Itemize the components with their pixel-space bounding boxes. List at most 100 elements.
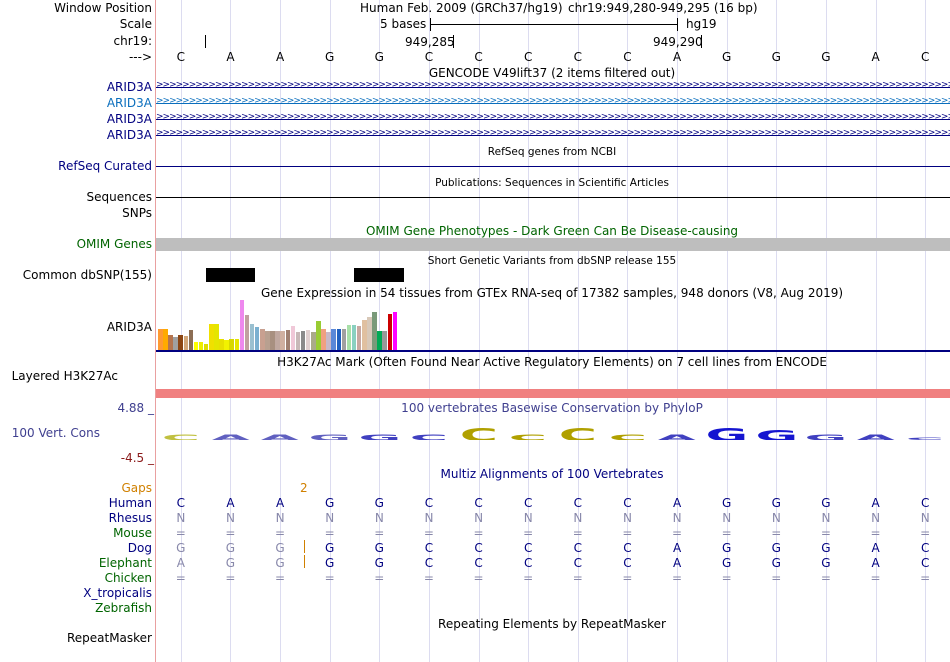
species-label-elephant[interactable]: Elephant bbox=[98, 556, 152, 570]
species-label-rhesus[interactable]: Rhesus bbox=[108, 511, 152, 525]
gtex-expression-chart[interactable] bbox=[156, 300, 950, 350]
alignment-base: = bbox=[374, 526, 385, 540]
phylop-base-letter: C bbox=[509, 434, 548, 440]
gtex-tissue-bar[interactable] bbox=[229, 339, 234, 350]
dbsnp-track-title: Short Genetic Variants from dbSNP releas… bbox=[427, 255, 677, 267]
species-label-dog[interactable]: Dog bbox=[127, 541, 152, 555]
gtex-tissue-bar[interactable] bbox=[387, 314, 392, 350]
gtex-tissue-bar[interactable] bbox=[219, 339, 224, 350]
gtex-tissue-bar[interactable] bbox=[275, 331, 280, 350]
publications-track-label[interactable]: Sequences bbox=[86, 190, 152, 204]
gtex-tissue-bar[interactable] bbox=[377, 331, 382, 350]
refseq-gene-line[interactable] bbox=[156, 166, 950, 167]
gtex-tissue-bar[interactable] bbox=[336, 329, 341, 350]
alignment-base: = bbox=[225, 526, 236, 540]
gencode-transcript[interactable] bbox=[156, 87, 950, 88]
assembly-title: Human Feb. 2009 (GRCh37/hg19) bbox=[360, 1, 563, 15]
gtex-tissue-bar[interactable] bbox=[183, 336, 188, 350]
gtex-tissue-bar[interactable] bbox=[300, 331, 306, 350]
base-guide-line bbox=[826, 0, 827, 662]
alignment-base: N bbox=[920, 511, 930, 525]
dbsnp-track-label[interactable]: Common dbSNP(155) bbox=[22, 268, 152, 282]
gtex-tissue-bar[interactable] bbox=[382, 331, 387, 350]
species-label-chicken[interactable]: Chicken bbox=[104, 571, 152, 585]
gtex-tissue-bar[interactable] bbox=[193, 342, 199, 350]
gtex-tissue-bar[interactable] bbox=[173, 337, 178, 350]
gencode-transcript[interactable] bbox=[156, 135, 950, 136]
gtex-tissue-bar[interactable] bbox=[305, 330, 311, 350]
phylop-track-label[interactable]: 100 Vert. Cons bbox=[11, 426, 100, 440]
omim-gene-bar[interactable] bbox=[156, 238, 950, 251]
gencode-item-label[interactable]: ARID3A bbox=[106, 112, 152, 126]
gencode-item-label[interactable]: ARID3A bbox=[106, 96, 152, 110]
chrom-tick bbox=[453, 35, 454, 48]
gtex-tissue-bar[interactable] bbox=[280, 331, 285, 350]
gtex-tissue-bar[interactable] bbox=[316, 321, 321, 350]
h3k27ac-track-label[interactable]: Layered H3K27Ac bbox=[11, 369, 118, 383]
gtex-tissue-bar[interactable] bbox=[203, 344, 209, 350]
gtex-tissue-bar[interactable] bbox=[295, 332, 301, 350]
alignment-base: G bbox=[374, 556, 384, 570]
gtex-tissue-bar[interactable] bbox=[321, 329, 326, 350]
gencode-transcript[interactable] bbox=[156, 119, 950, 120]
publications-line[interactable] bbox=[156, 197, 950, 198]
gtex-tissue-bar[interactable] bbox=[254, 327, 260, 350]
species-label-mouse[interactable]: Mouse bbox=[113, 526, 152, 540]
h3k27ac-signal[interactable] bbox=[156, 389, 950, 398]
gtex-tissue-bar[interactable] bbox=[234, 339, 239, 350]
gtex-tissue-bar[interactable] bbox=[209, 324, 214, 350]
scale-label: Scale bbox=[119, 17, 152, 31]
alignment-base: = bbox=[423, 526, 434, 540]
alignment-base: C bbox=[176, 496, 186, 510]
gtex-tissue-bar[interactable] bbox=[346, 325, 352, 350]
gtex-tissue-bar[interactable] bbox=[270, 331, 275, 350]
gencode-item-label[interactable]: ARID3A bbox=[106, 128, 152, 142]
gtex-tissue-bar[interactable] bbox=[260, 329, 265, 350]
gtex-tissue-bar[interactable] bbox=[367, 317, 372, 350]
snp-variant[interactable] bbox=[206, 268, 255, 282]
repeatmasker-track-label[interactable]: RepeatMasker bbox=[66, 631, 152, 645]
species-label-xtropicalis[interactable]: X_tropicalis bbox=[83, 586, 152, 600]
gtex-tissue-bar[interactable] bbox=[341, 329, 347, 350]
sequence-base: C bbox=[176, 50, 186, 64]
gencode-transcript[interactable] bbox=[156, 103, 950, 104]
omim-track-label[interactable]: OMIM Genes bbox=[76, 237, 152, 251]
gtex-tissue-bar[interactable] bbox=[158, 329, 163, 350]
gtex-tissue-bar[interactable] bbox=[392, 312, 398, 350]
species-label-human[interactable]: Human bbox=[108, 496, 152, 510]
gtex-tissue-bar[interactable] bbox=[239, 300, 245, 350]
gtex-tissue-bar[interactable] bbox=[224, 340, 229, 350]
gtex-tissue-bar[interactable] bbox=[163, 329, 168, 350]
gtex-tissue-bar[interactable] bbox=[326, 332, 331, 350]
h3k27ac-track-title: H3K27Ac Mark (Often Found Near Active Re… bbox=[277, 355, 827, 369]
phylop-min-label: -4.5 _ bbox=[120, 451, 154, 465]
gtex-gene-baseline bbox=[156, 350, 950, 352]
sequence-base: G bbox=[821, 50, 831, 64]
species-label-zebrafish[interactable]: Zebrafish bbox=[95, 601, 152, 615]
phylop-base-letter: G bbox=[755, 428, 798, 440]
gtex-tissue-bar[interactable] bbox=[178, 335, 183, 350]
gtex-tissue-bar[interactable] bbox=[362, 320, 367, 350]
gtex-tissue-bar[interactable] bbox=[214, 324, 219, 350]
gtex-tissue-bar[interactable] bbox=[198, 342, 204, 350]
gtex-gene-label[interactable]: ARID3A bbox=[106, 320, 152, 334]
gtex-tissue-bar[interactable] bbox=[372, 312, 377, 350]
gtex-tissue-bar[interactable] bbox=[351, 325, 357, 350]
sequence-base: A bbox=[672, 50, 682, 64]
gtex-tissue-bar[interactable] bbox=[265, 331, 270, 350]
gtex-tissue-bar[interactable] bbox=[249, 324, 255, 350]
gtex-tissue-bar[interactable] bbox=[311, 332, 316, 350]
snp-variant[interactable] bbox=[354, 268, 404, 282]
gtex-tissue-bar[interactable] bbox=[244, 315, 250, 350]
gtex-tissue-bar[interactable] bbox=[188, 330, 194, 350]
refseq-track-label[interactable]: RefSeq Curated bbox=[58, 159, 152, 173]
gtex-tissue-bar[interactable] bbox=[290, 326, 296, 350]
gtex-tissue-bar[interactable] bbox=[356, 326, 362, 350]
gtex-tissue-bar[interactable] bbox=[331, 329, 336, 350]
alignment-base: G bbox=[325, 496, 335, 510]
gencode-item-label[interactable]: ARID3A bbox=[106, 80, 152, 94]
gtex-tissue-bar[interactable] bbox=[285, 330, 290, 350]
sequence-base: G bbox=[374, 50, 384, 64]
gtex-tissue-bar[interactable] bbox=[168, 335, 173, 350]
